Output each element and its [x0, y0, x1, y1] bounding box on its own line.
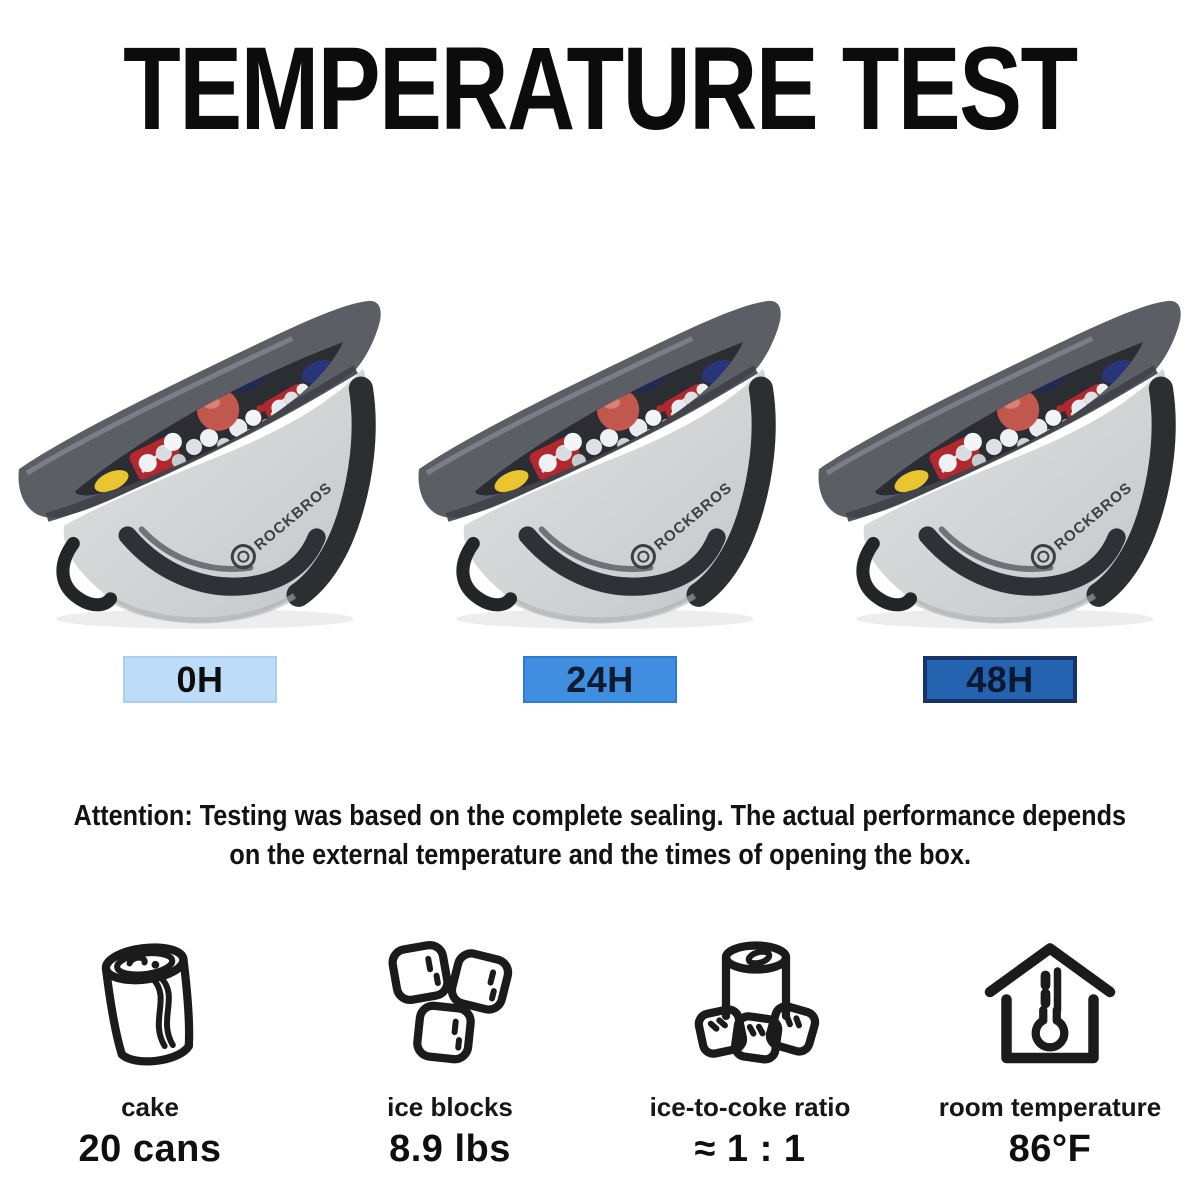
stat-label: cake [121, 1091, 179, 1122]
time-label-col-2: 24H [400, 656, 800, 703]
time-label-48h: 48H [923, 656, 1077, 703]
time-label-col-3: 48H [800, 656, 1200, 703]
time-label-col-1: 0H [0, 656, 400, 703]
bag-photo-48h [800, 276, 1200, 638]
stat-coke-cans: cake 20 cans [0, 932, 300, 1171]
ice-blocks-icon [388, 940, 513, 1064]
cooler-bag-image-48h [807, 276, 1193, 638]
cooler-bag-image-24h [407, 276, 793, 638]
stat-ice-blocks: ice blocks 8.9 lbs [300, 932, 600, 1171]
attention-note: Attention: Testing was based on the comp… [0, 797, 1200, 876]
bag-photo-0h [0, 276, 400, 638]
attention-line-1: Attention: Testing was based on the comp… [73, 800, 1127, 832]
stat-label: ice-to-coke ratio [649, 1091, 851, 1122]
header: TEMPERATURE TEST [0, 0, 1200, 148]
time-label-24h: 24H [523, 656, 677, 703]
stat-room-temperature: room temperature 86°F [900, 932, 1200, 1171]
stats-row: cake 20 cans ice blocks 8.9 lbs [0, 932, 1200, 1171]
attention-line-2: on the external temperature and the time… [229, 839, 971, 872]
soda-can-icon [101, 943, 194, 1066]
stat-label: room temperature [938, 1091, 1162, 1122]
stat-value: 86°F [1008, 1127, 1092, 1170]
time-label-0h: 0H [123, 656, 277, 703]
stat-label: ice blocks [387, 1091, 513, 1122]
bag-photo-24h [400, 276, 800, 638]
stat-value: 8.9 lbs [389, 1127, 511, 1170]
stat-value: 20 cans [78, 1127, 222, 1170]
stat-value: ≈ 1 : 1 [694, 1127, 806, 1170]
page-title: TEMPERATURE TEST [123, 23, 1078, 155]
time-labels-row: 0H 24H 48H [0, 656, 1200, 703]
room-temperature-icon [984, 943, 1116, 1064]
stat-ice-to-coke-ratio: ice-to-coke ratio ≈ 1 : 1 [600, 932, 900, 1171]
bag-photos-row [0, 276, 1200, 638]
cooler-bag-image-0h [7, 276, 393, 638]
ice-to-coke-ratio-icon [694, 941, 820, 1064]
